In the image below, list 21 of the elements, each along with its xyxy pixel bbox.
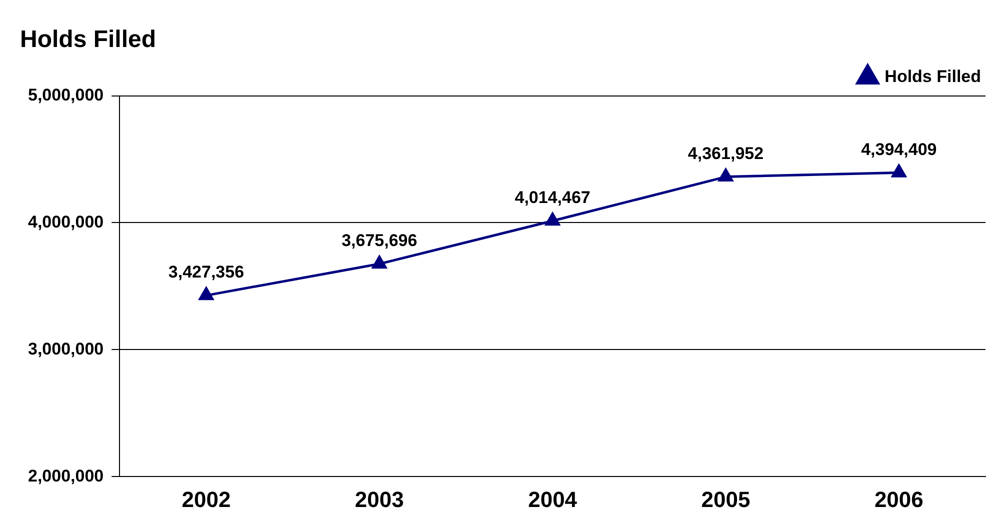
y-tick-label: 4,000,000 — [28, 212, 104, 232]
data-label: 3,675,696 — [342, 231, 418, 250]
x-tick-label: 2002 — [182, 486, 231, 512]
legend-label: Holds Filled — [884, 66, 982, 86]
point — [372, 256, 387, 269]
chart-title: Holds Filled — [20, 26, 156, 54]
point — [545, 212, 560, 226]
point — [718, 168, 734, 182]
y-tick-label: 2,000,000 — [28, 466, 104, 486]
x-tick-label: 2004 — [528, 486, 578, 512]
data-label: 4,361,952 — [688, 144, 764, 163]
y-tick-label: 5,000,000 — [28, 85, 104, 104]
point — [892, 164, 906, 178]
x-tick-label: 2006 — [874, 486, 924, 512]
data-label: 4,014,467 — [514, 188, 590, 208]
data-label: 4,394,409 — [861, 140, 937, 159]
data-label: 3,427,356 — [168, 262, 244, 282]
y-tick-label: 3,000,000 — [28, 339, 104, 358]
point — [198, 287, 214, 300]
x-tick-label: 2005 — [701, 486, 750, 512]
x-tick-label: 2003 — [354, 486, 404, 512]
